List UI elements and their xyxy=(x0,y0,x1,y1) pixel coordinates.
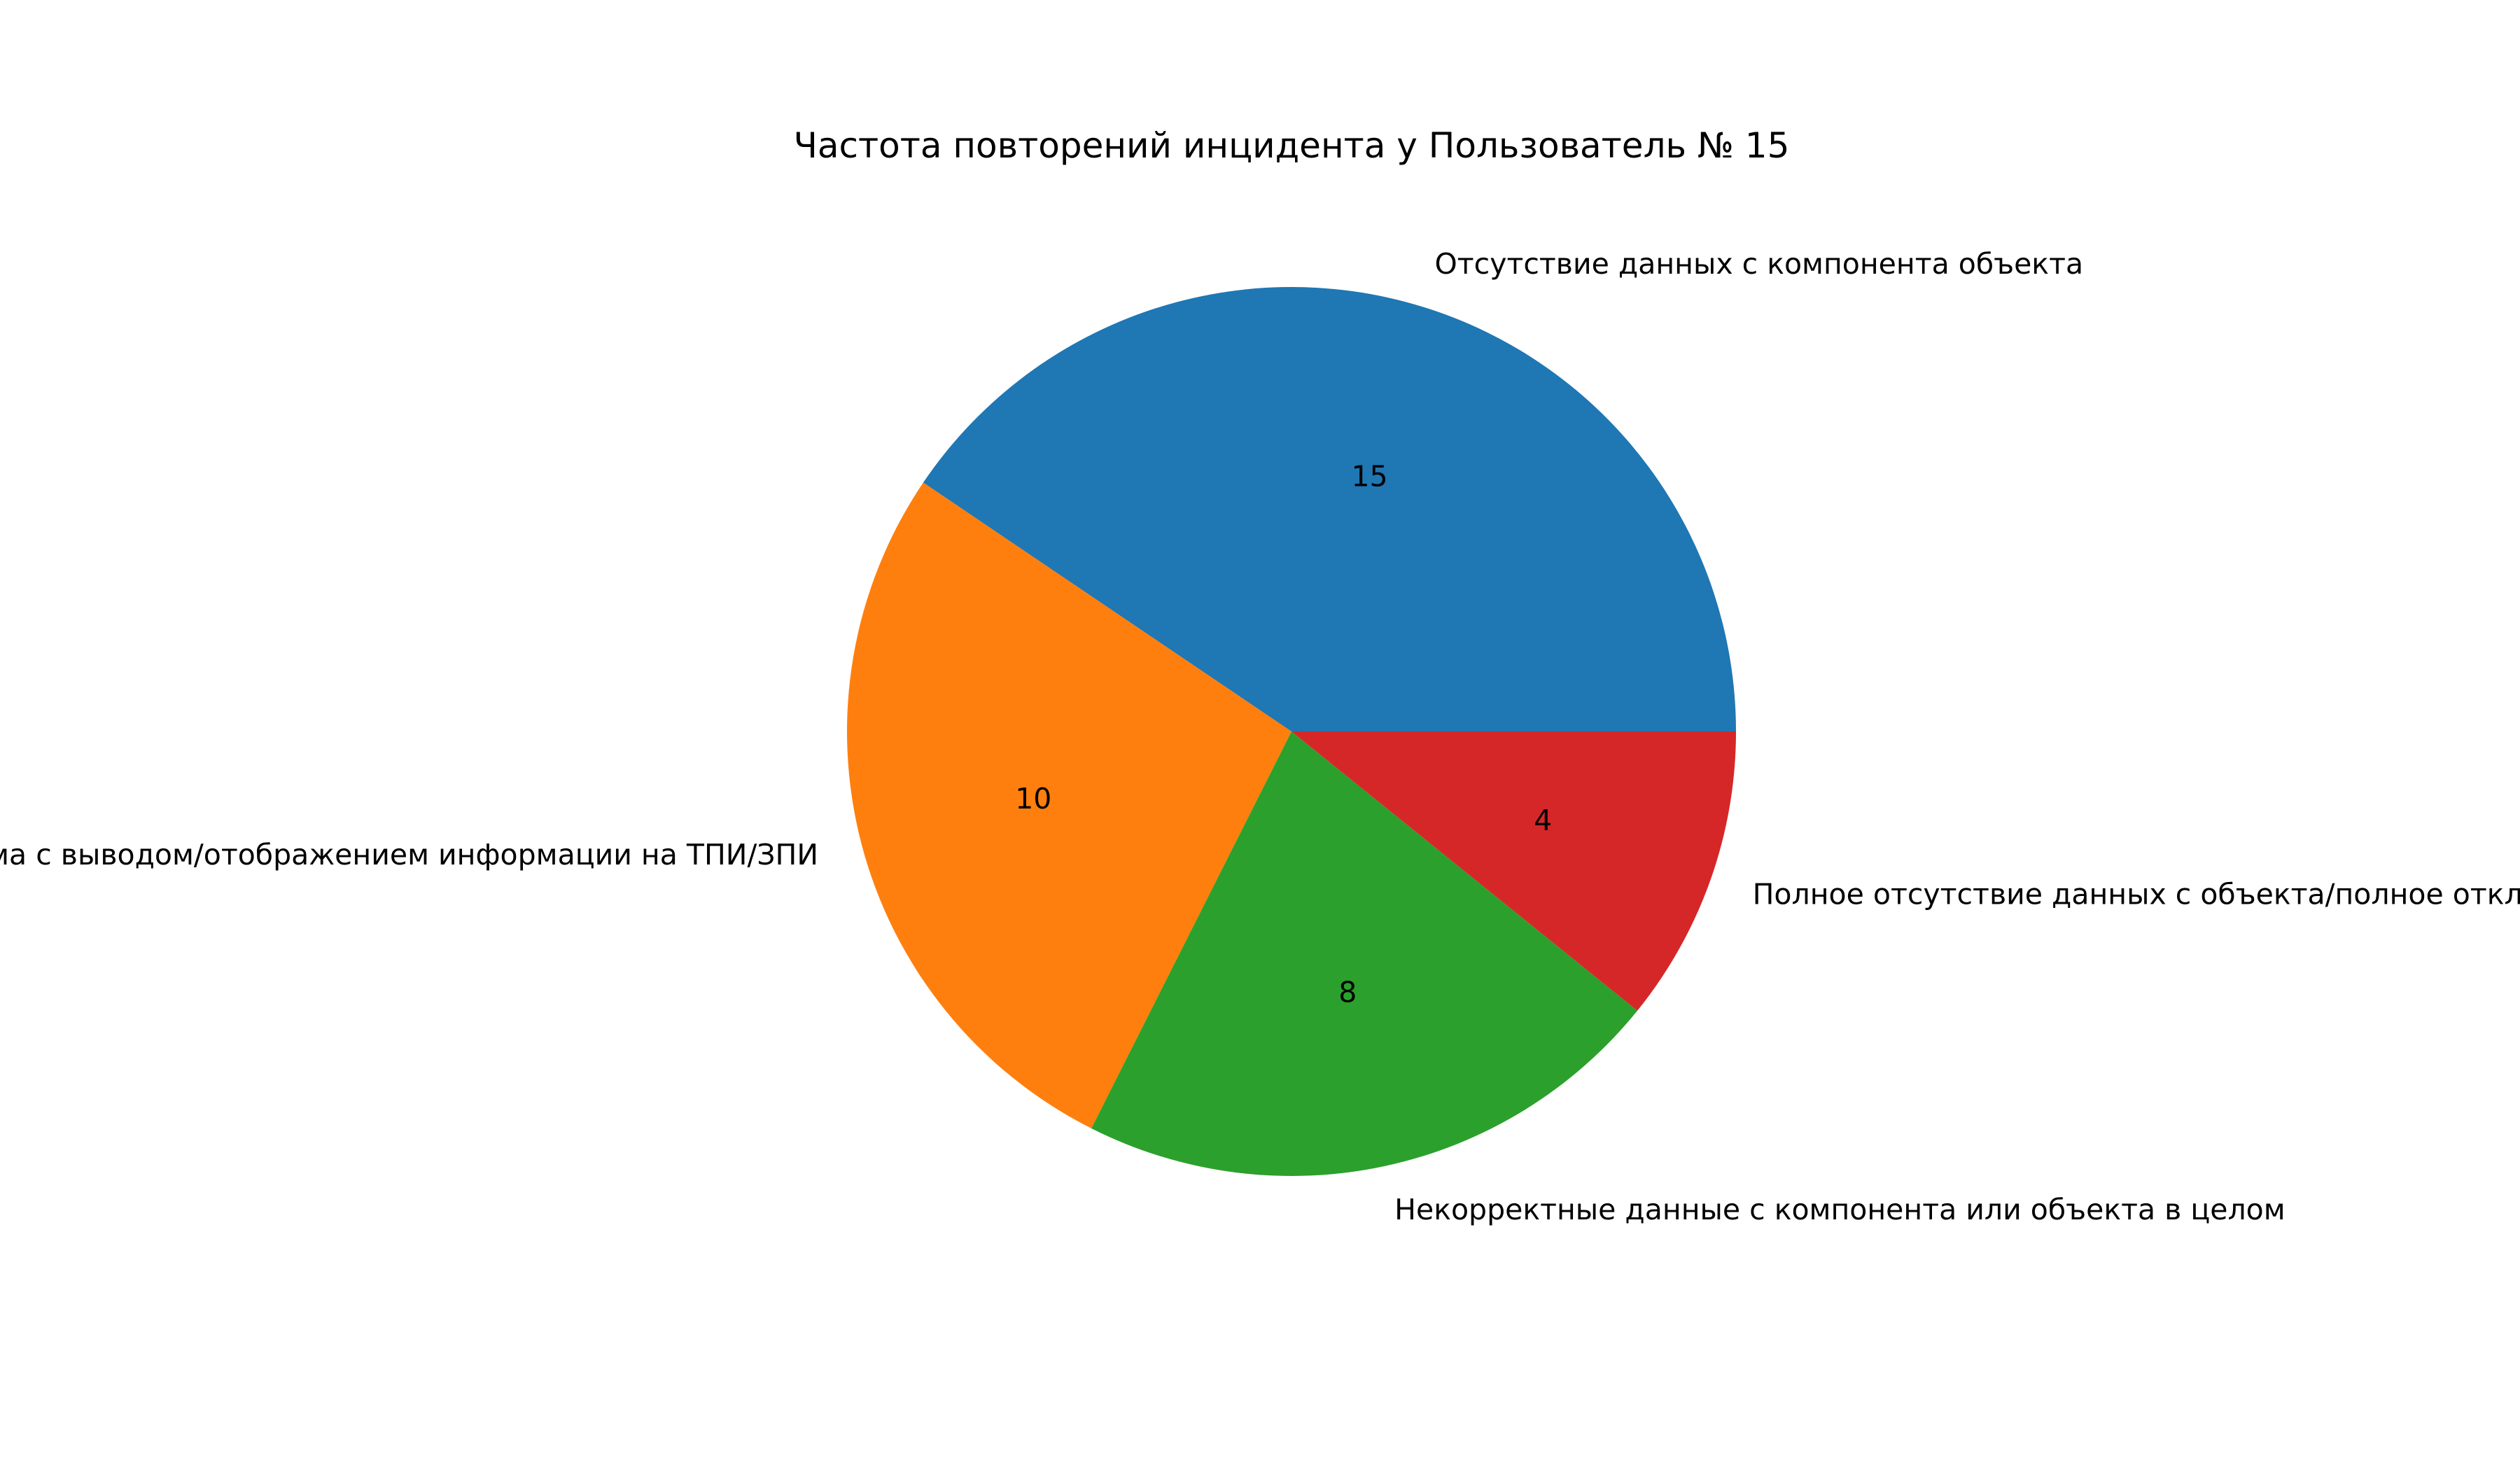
pie-slice-4 xyxy=(1292,732,1736,1011)
pie-slices xyxy=(847,287,1736,1177)
pie-slice-2 xyxy=(847,482,1292,1129)
slice-value-1: 15 xyxy=(1351,460,1387,493)
chart-title: Частота повторений инцидента у Пользоват… xyxy=(794,125,1790,166)
pie-labels: Отсутствие данных с компонента объекта 15… xyxy=(0,247,2520,1226)
slice-label-2: Проблема с выводом/отображением информац… xyxy=(0,838,818,872)
pie-slice-1 xyxy=(923,287,1736,732)
pie-slice-3 xyxy=(1091,732,1638,1177)
slice-value-4: 4 xyxy=(1534,804,1552,837)
slice-label-1: Отсутствие данных с компонента объекта xyxy=(1435,247,2084,281)
slice-value-3: 8 xyxy=(1338,975,1357,1009)
slice-value-2: 10 xyxy=(1015,782,1051,816)
slice-label-4: Полное отсутствие данных с объекта/полно… xyxy=(1753,878,2520,911)
slice-label-3: Некорректные данные с компонента или объ… xyxy=(1394,1193,2286,1226)
